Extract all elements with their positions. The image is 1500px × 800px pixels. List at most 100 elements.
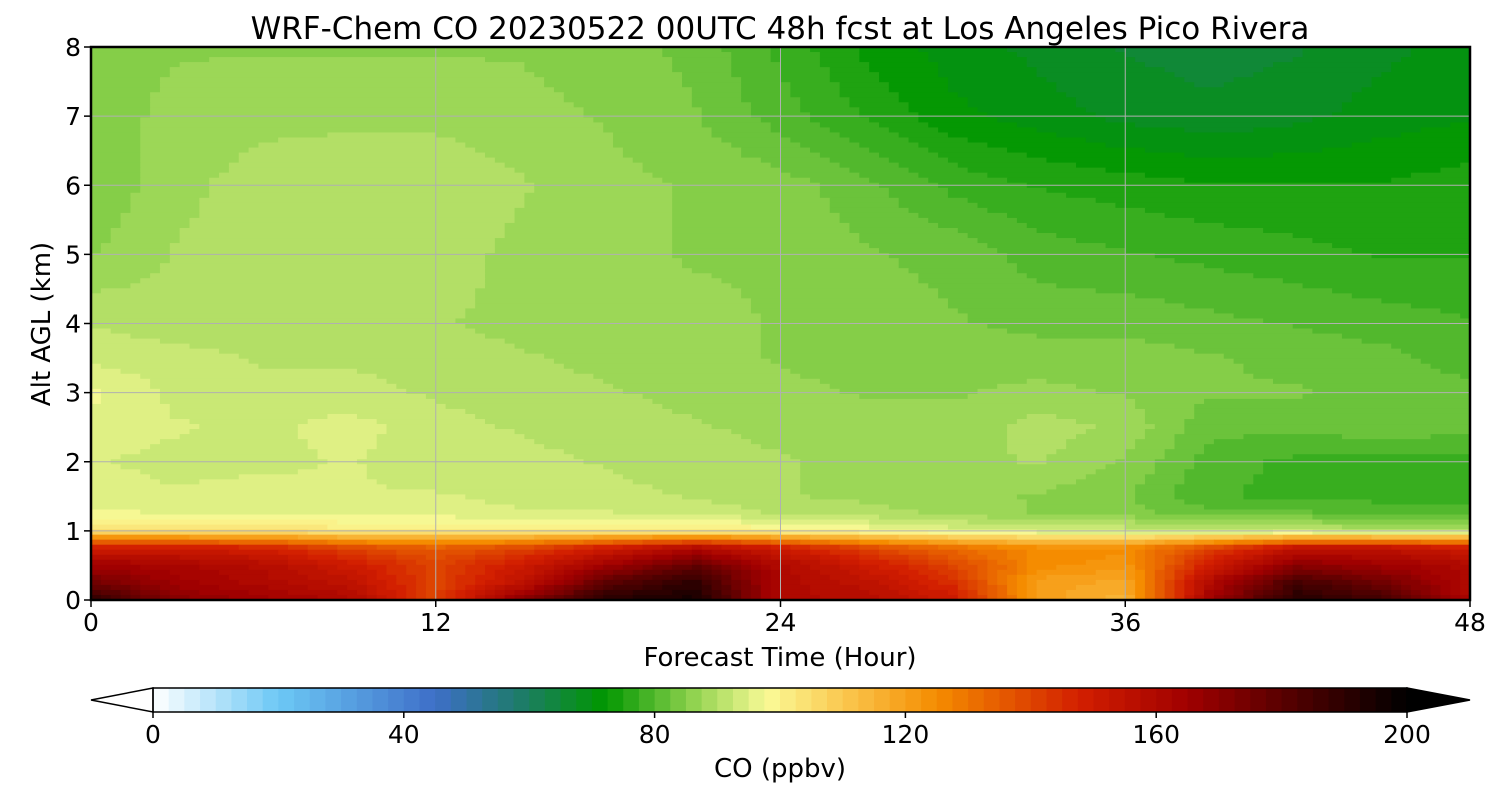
heatmap-cell — [780, 579, 801, 586]
heatmap-cell — [91, 328, 112, 335]
heatmap-cell — [91, 353, 240, 360]
heatmap-cell — [199, 479, 378, 485]
heatmap-cell — [859, 107, 910, 113]
heatmap-cell — [1233, 544, 1254, 551]
heatmap-cell — [800, 102, 851, 108]
heatmap-cell — [1164, 574, 1176, 581]
heatmap-cell — [741, 147, 811, 154]
heatmap-cell — [1076, 383, 1304, 390]
heatmap-cell — [938, 293, 1136, 299]
heatmap-cell — [485, 263, 683, 269]
heatmap-cell — [1410, 554, 1451, 561]
heatmap-cell — [682, 263, 900, 269]
heatmap-cell — [494, 248, 673, 254]
heatmap-cell — [701, 564, 713, 571]
heatmap-cell — [1263, 554, 1274, 561]
heatmap-cell — [327, 413, 358, 420]
heatmap-cell — [1007, 424, 1097, 430]
heatmap-cell — [140, 373, 378, 380]
heatmap-cell — [514, 569, 535, 576]
heatmap-cell — [1312, 529, 1470, 536]
heatmap-cell — [721, 137, 791, 144]
heatmap-cell — [1381, 298, 1470, 304]
heatmap-cell — [652, 574, 673, 581]
heatmap-cell — [1243, 594, 1254, 600]
heatmap-cell — [928, 217, 1018, 224]
heatmap-cell — [1144, 147, 1323, 154]
heatmap-cell — [278, 549, 309, 556]
heatmap-cell — [524, 202, 673, 209]
heatmap-cell — [238, 579, 289, 586]
heatmap-cell — [1144, 564, 1156, 571]
heatmap-cell — [1046, 77, 1185, 83]
heatmap-cell — [91, 117, 141, 124]
colorbar-segment — [654, 688, 671, 712]
heatmap-cell — [1204, 444, 1470, 450]
heatmap-cell — [947, 77, 1048, 83]
heatmap-cell — [672, 549, 693, 556]
heatmap-cell — [140, 127, 604, 134]
heatmap-cell — [879, 554, 910, 561]
heatmap-cell — [760, 323, 988, 330]
heatmap-cell — [406, 564, 427, 571]
heatmap-cell — [810, 544, 841, 551]
heatmap-cell — [1016, 268, 1225, 274]
heatmap-cell — [780, 67, 831, 73]
heatmap-cell — [613, 383, 831, 390]
heatmap-cell — [1154, 564, 1166, 571]
heatmap-cell — [1016, 594, 1028, 600]
heatmap-cell — [91, 544, 240, 551]
heatmap-cell — [810, 47, 860, 53]
heatmap-cell — [760, 564, 772, 571]
heatmap-cell — [475, 584, 486, 591]
heatmap-cell — [1085, 137, 1373, 144]
heatmap-cell — [819, 187, 890, 194]
colorbar-segment — [1109, 688, 1126, 712]
heatmap-cell — [1046, 187, 1470, 194]
heatmap-cell — [1213, 594, 1225, 600]
heatmap-cell — [1282, 539, 1422, 546]
heatmap-cell — [1184, 424, 1470, 430]
heatmap-cell — [770, 127, 831, 134]
heatmap-cell — [140, 589, 161, 596]
heatmap-cell — [1194, 403, 1470, 410]
heatmap-cell — [1007, 47, 1116, 53]
heatmap-cell — [711, 539, 742, 546]
heatmap-cell — [356, 413, 476, 420]
heatmap-cell — [997, 248, 1126, 254]
heatmap-cell — [1174, 544, 1195, 551]
heatmap-cell — [593, 554, 614, 561]
heatmap-cell — [534, 72, 683, 78]
heatmap-cell — [987, 323, 1294, 330]
heatmap-cell — [1204, 584, 1215, 591]
heatmap-cell — [859, 112, 919, 118]
heatmap-cell — [1391, 177, 1470, 184]
colorbar-segment — [466, 688, 483, 712]
heatmap-cell — [908, 559, 929, 566]
heatmap-cell — [534, 574, 545, 581]
heatmap-cell — [1184, 594, 1195, 600]
heatmap-cell — [563, 449, 782, 455]
heatmap-cell — [1095, 579, 1126, 586]
heatmap-cell — [504, 559, 525, 566]
heatmap-cell — [524, 62, 673, 68]
heatmap-cell — [1135, 439, 1176, 445]
heatmap-cell — [544, 584, 555, 591]
heatmap-cell — [711, 499, 860, 506]
colorbar-segment — [215, 688, 232, 712]
heatmap-cell — [859, 549, 880, 556]
heatmap-cell — [849, 569, 870, 576]
heatmap-cell — [100, 393, 161, 400]
heatmap-cell — [741, 504, 890, 511]
heatmap-cell — [91, 424, 200, 430]
heatmap-cell — [524, 564, 535, 571]
heatmap-cell — [1253, 474, 1470, 480]
heatmap-cell — [800, 539, 831, 546]
heatmap-cell — [1233, 358, 1422, 365]
heatmap-cell — [1351, 569, 1382, 576]
heatmap-cell — [642, 539, 683, 546]
heatmap-cell — [1095, 288, 1333, 294]
heatmap-cell — [91, 177, 141, 184]
heatmap-cell — [1066, 92, 1353, 98]
heatmap-cell — [1204, 554, 1215, 561]
